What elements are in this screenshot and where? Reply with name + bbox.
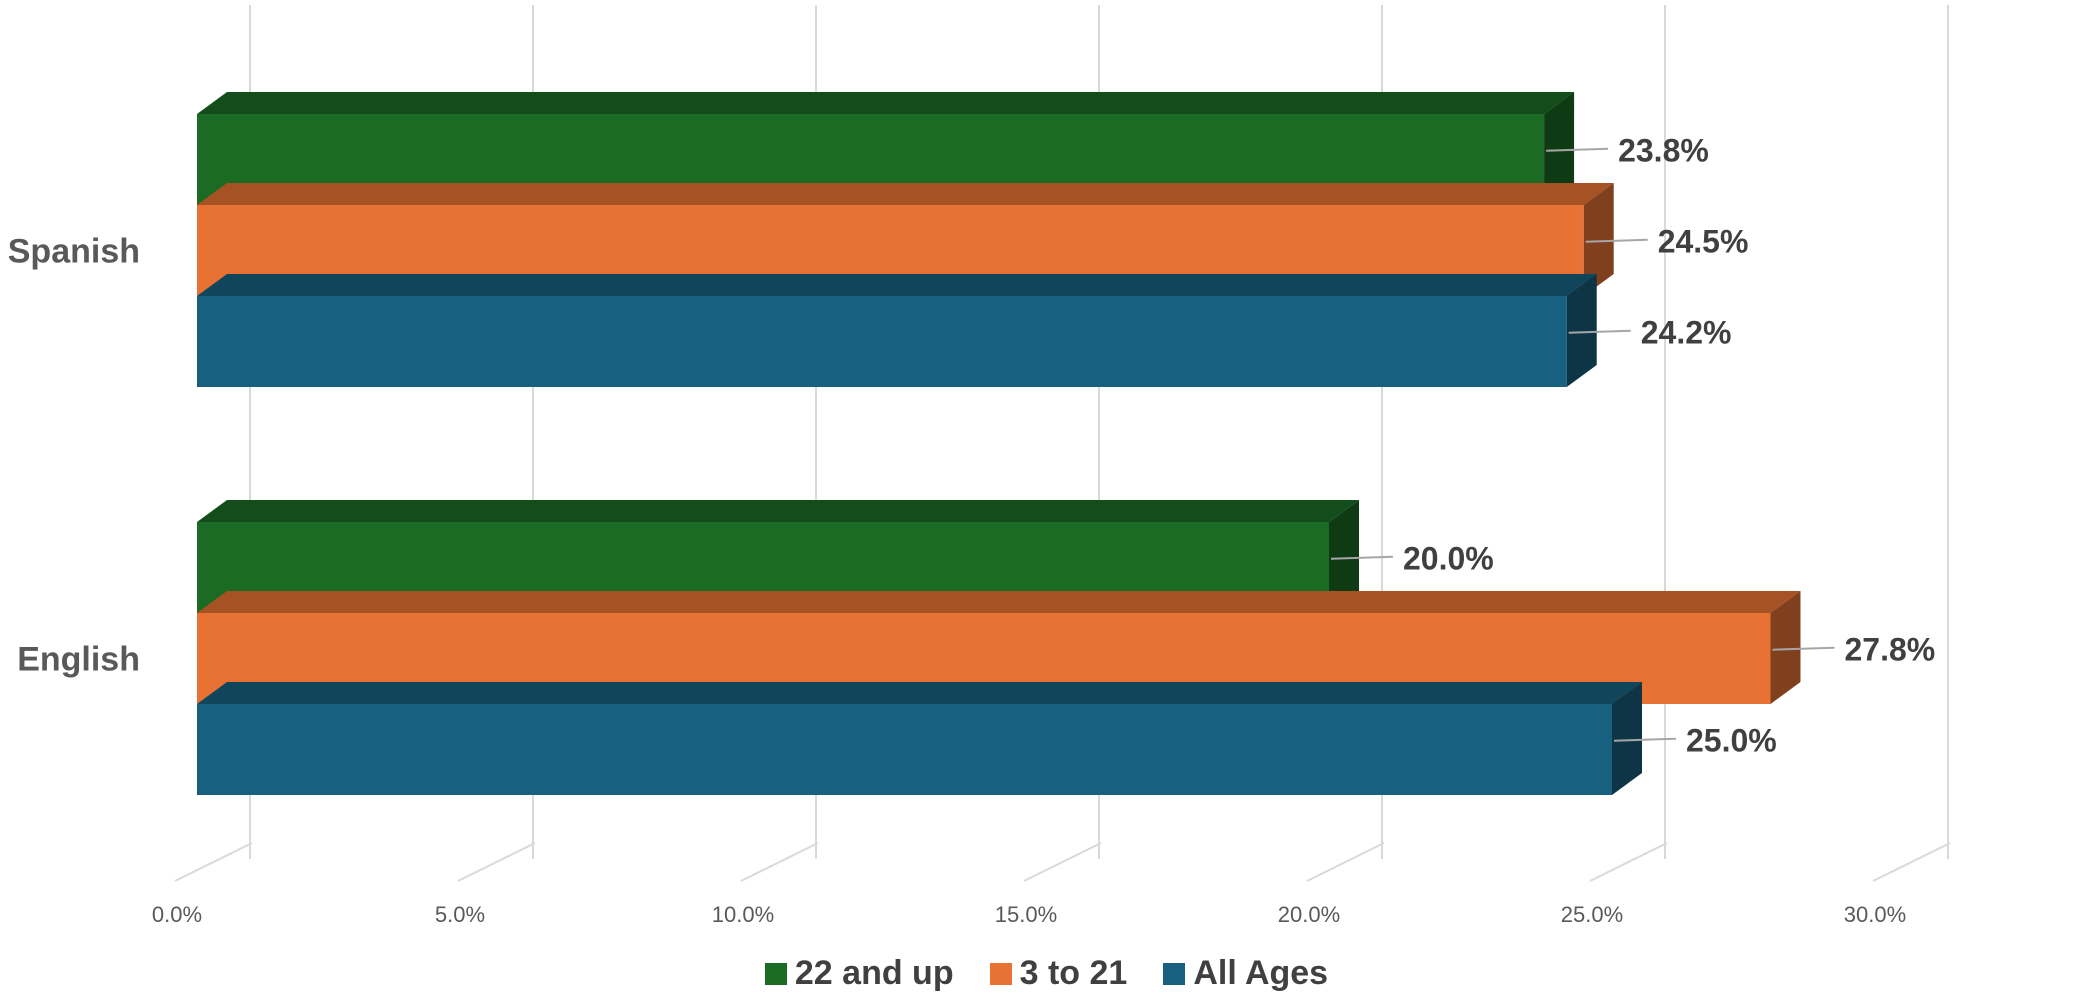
x-tick-label: 5.0% [435, 902, 485, 927]
bar-all-ages-english [197, 704, 1612, 795]
x-tick-label: 15.0% [995, 902, 1057, 927]
x-tick-label: 30.0% [1844, 902, 1906, 927]
floor-gridline [1589, 842, 1668, 882]
bar-side-22-and-up-spanish [1544, 92, 1575, 205]
legend-label-all-ages: All Ages [1193, 954, 1329, 992]
data-label-all-ages-english: 25.0% [1686, 723, 1777, 759]
floor-gridline [740, 842, 819, 882]
bar-top-3-to-21-spanish [197, 183, 1614, 205]
bar-side-all-ages-english [1612, 682, 1642, 795]
data-label-leader [1772, 646, 1835, 651]
data-label-3-to-21-english: 27.8% [1844, 632, 1935, 668]
floor-gridline [1872, 842, 1951, 882]
data-label-22-and-up-spanish: 23.8% [1618, 133, 1709, 169]
data-label-22-and-up-english: 20.0% [1403, 541, 1494, 577]
x-tick-label: 10.0% [712, 902, 774, 927]
data-label-leader [1330, 555, 1394, 560]
x-tick-label: 0.0% [152, 902, 202, 927]
legend-label-3-to-21: 3 to 21 [1019, 954, 1128, 992]
bar-side-3-to-21-spanish [1583, 183, 1614, 296]
data-label-leader [1546, 147, 1609, 152]
legend: 22 and up 3 to 21 All Ages [0, 954, 2093, 993]
floor-gridline [1023, 842, 1102, 882]
data-label-all-ages-spanish: 24.2% [1641, 315, 1732, 351]
legend-swatch-22-and-up [764, 962, 787, 985]
bar-top-22-and-up-spanish [197, 92, 1575, 114]
floor-gridline [174, 842, 253, 882]
legend-item-22-and-up: 22 and up [764, 954, 954, 993]
bar-top-3-to-21-english [197, 591, 1801, 613]
data-label-leader [1585, 238, 1648, 243]
bar-side-all-ages-spanish [1566, 274, 1597, 387]
bar-side-22-and-up-english [1329, 500, 1359, 613]
bar-all-ages-spanish [197, 296, 1567, 387]
data-label-leader [1613, 737, 1677, 742]
category-label-english: English [17, 641, 140, 679]
data-label-3-to-21-spanish: 24.5% [1658, 224, 1749, 260]
chart-plot: 0.0% 5.0% 10.0% 15.0% 20.0% 25.0% 30.0% 20.0% 27… [8, 5, 1951, 927]
legend-swatch-3-to-21 [989, 962, 1012, 985]
legend-item-3-to-21: 3 to 21 [989, 954, 1128, 993]
legend-swatch-all-ages [1163, 962, 1186, 985]
x-tick-label: 20.0% [1278, 902, 1340, 927]
bar-top-22-and-up-english [197, 500, 1359, 522]
category-label-spanish: Spanish [8, 233, 140, 271]
bar-side-3-to-21-english [1770, 591, 1801, 704]
legend-label-22-and-up: 22 and up [794, 954, 954, 992]
bar-top-all-ages-spanish [197, 274, 1597, 296]
bar-top-all-ages-english [197, 682, 1642, 704]
floor-gridline [457, 842, 536, 882]
x-tick-label: 25.0% [1561, 902, 1623, 927]
floor-gridline [1306, 842, 1385, 882]
data-label-leader [1568, 329, 1631, 334]
legend-item-all-ages: All Ages [1163, 954, 1328, 993]
